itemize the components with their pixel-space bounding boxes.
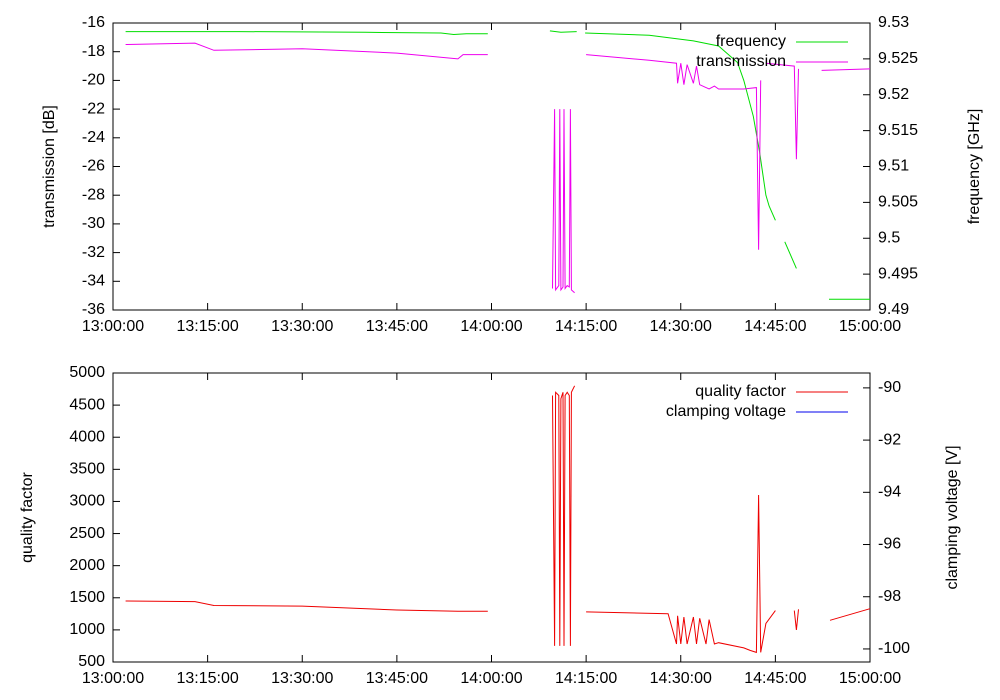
- x-tick-label: 13:00:00: [82, 670, 144, 687]
- y2-tick-label: -90: [878, 379, 901, 396]
- y2-tick-label: -96: [878, 536, 901, 553]
- x-tick-label: 15:00:00: [839, 318, 901, 335]
- x-tick-label: 13:00:00: [82, 318, 144, 335]
- y2-tick-label: 9.525: [878, 50, 918, 67]
- y-tick-label: -30: [82, 215, 105, 232]
- y2-tick-label: 9.52: [878, 86, 909, 103]
- x-tick-label: 15:00:00: [839, 670, 901, 687]
- x-tick-label: 14:00:00: [460, 318, 522, 335]
- series-line: [125, 385, 871, 654]
- y-tick-label: -18: [82, 43, 105, 60]
- y2-tick-label: 9.53: [878, 14, 909, 31]
- legend-label: transmission: [696, 53, 786, 70]
- y-tick-label: 2000: [69, 557, 105, 574]
- x-tick-label: 14:15:00: [555, 670, 617, 687]
- y2-tick-label: 9.51: [878, 158, 909, 175]
- y-tick-label: 4500: [69, 396, 105, 413]
- y2-axis-label: clamping voltage [V]: [944, 445, 961, 589]
- y-tick-label: 3000: [69, 493, 105, 510]
- y2-tick-label: 9.495: [878, 265, 918, 282]
- legend-label: quality factor: [695, 383, 786, 400]
- x-tick-label: 13:15:00: [176, 318, 238, 335]
- y2-axis-label: frequency [GHz]: [966, 109, 983, 225]
- series-line: [125, 42, 871, 294]
- y2-tick-label: -98: [878, 588, 901, 605]
- y-tick-label: -26: [82, 158, 105, 175]
- y-tick-label: -34: [82, 273, 105, 290]
- legend-label: clamping voltage: [666, 403, 786, 420]
- x-tick-label: 14:30:00: [650, 670, 712, 687]
- x-tick-label: 14:15:00: [555, 318, 617, 335]
- x-tick-label: 14:30:00: [650, 318, 712, 335]
- y-tick-label: 5000: [69, 364, 105, 381]
- x-tick-label: 14:00:00: [460, 670, 522, 687]
- x-tick-label: 13:30:00: [271, 318, 333, 335]
- legend-label: frequency: [716, 33, 786, 50]
- y2-tick-label: 9.5: [878, 229, 900, 246]
- series-line: [125, 30, 870, 300]
- y-tick-label: 500: [78, 653, 105, 670]
- y-tick-label: -36: [82, 301, 105, 318]
- x-tick-label: 13:45:00: [366, 670, 428, 687]
- y2-tick-label: 9.515: [878, 122, 918, 139]
- y-tick-label: -22: [82, 100, 105, 117]
- x-tick-label: 13:15:00: [176, 670, 238, 687]
- x-tick-label: 13:30:00: [271, 670, 333, 687]
- x-tick-label: 14:45:00: [744, 318, 806, 335]
- y-tick-label: 1000: [69, 621, 105, 638]
- y-tick-label: -20: [82, 72, 105, 89]
- x-tick-label: 13:45:00: [366, 318, 428, 335]
- y2-tick-label: 9.505: [878, 194, 918, 211]
- y-tick-label: 3500: [69, 461, 105, 478]
- y-tick-label: 2500: [69, 525, 105, 542]
- y2-tick-label: -92: [878, 431, 901, 448]
- x-tick-label: 14:45:00: [744, 670, 806, 687]
- y-axis-label: quality factor: [19, 471, 36, 562]
- y-tick-label: -24: [82, 129, 105, 146]
- y-tick-label: -28: [82, 186, 105, 203]
- y2-tick-label: 9.49: [878, 301, 909, 318]
- y-tick-label: 4000: [69, 428, 105, 445]
- y-tick-label: -32: [82, 244, 105, 261]
- y2-tick-label: -94: [878, 484, 901, 501]
- y2-tick-label: -100: [878, 640, 910, 657]
- y-axis-label: transmission [dB]: [41, 105, 58, 228]
- y-tick-label: -16: [82, 14, 105, 31]
- y-tick-label: 1500: [69, 589, 105, 606]
